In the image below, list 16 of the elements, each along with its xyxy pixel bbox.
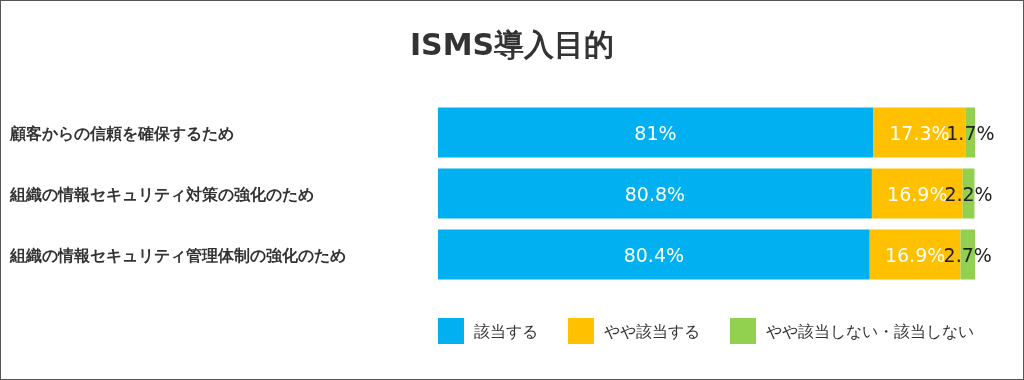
y-tick-label: 組織の情報セキュリティ管理体制の強化のため [9, 245, 346, 265]
data-label: 16.9% [884, 243, 946, 266]
data-label: 17.3% [889, 121, 950, 144]
data-label: 81% [634, 121, 677, 144]
data-label: 16.9% [887, 182, 948, 205]
y-tick-label: 組織の情報セキュリティ対策の強化のため [9, 184, 314, 204]
bar [438, 229, 870, 280]
data-label: 80.8% [624, 182, 686, 205]
y-tick-label: 顧客からの信頼を確保するため [9, 123, 234, 143]
chart-title: ISMS導入目的 [409, 27, 615, 62]
bar [438, 107, 873, 158]
data-label: 80.4% [623, 243, 685, 266]
legend-label: やや該当しない・該当しない [766, 322, 974, 341]
legend-label: やや該当する [604, 322, 700, 341]
legend-label: 該当する [474, 322, 538, 341]
bar [438, 168, 872, 219]
